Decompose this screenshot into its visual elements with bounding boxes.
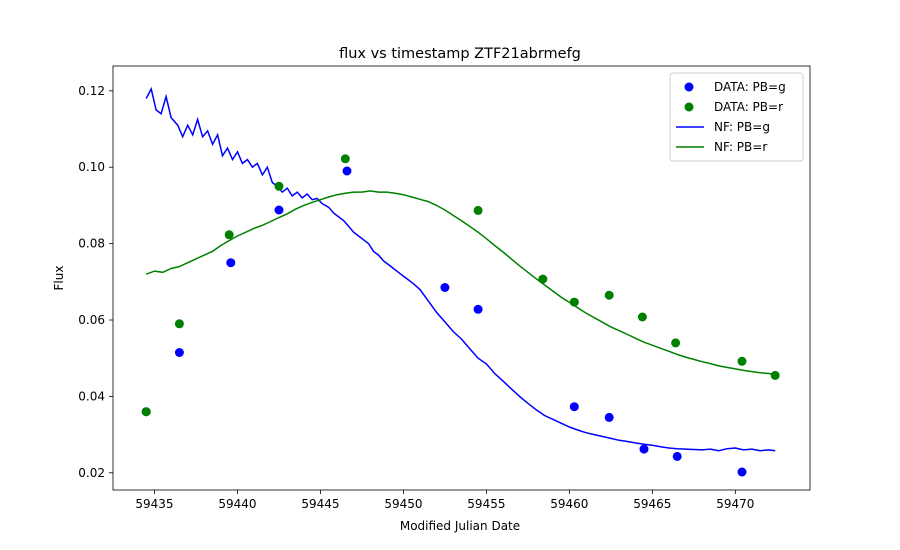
data-point-pb-r bbox=[340, 154, 350, 164]
plot-marks bbox=[141, 86, 780, 477]
data-point-pb-r bbox=[274, 181, 284, 191]
x-tick-label: 59455 bbox=[467, 497, 505, 511]
data-point-pb-r bbox=[737, 356, 747, 366]
data-point-pb-g bbox=[672, 451, 682, 461]
legend-entry-nf-pb-r: NF: PB=r bbox=[714, 140, 767, 154]
x-tick-label: 59465 bbox=[633, 497, 671, 511]
data-point-pb-g bbox=[274, 205, 284, 215]
legend-marker bbox=[684, 102, 694, 112]
data-point-pb-g bbox=[342, 166, 352, 176]
legend: DATA: PB=g DATA: PB=r NF: PB=g NF: PB=r bbox=[669, 72, 804, 162]
data-point-pb-r bbox=[224, 230, 234, 240]
data-point-pb-g bbox=[569, 402, 579, 412]
data-point-pb-g bbox=[226, 258, 236, 268]
chart-title: flux vs timestamp ZTF21abrmefg bbox=[339, 46, 581, 62]
x-tick-label: 59460 bbox=[550, 497, 588, 511]
y-tick-label: 0.06 bbox=[78, 313, 105, 327]
x-axis-label: Modified Julian Date bbox=[400, 519, 520, 533]
data-point-pb-r bbox=[770, 370, 780, 380]
data-point-pb-g bbox=[440, 283, 450, 292]
legend-entry-data-pb-g: DATA: PB=g bbox=[714, 80, 786, 94]
x-tick-label: 59440 bbox=[218, 497, 256, 511]
data-point-pb-g bbox=[473, 304, 483, 314]
x-tick-label: 59450 bbox=[384, 497, 422, 511]
line-series-nf-pb-g bbox=[145, 86, 776, 452]
data-point-pb-g bbox=[639, 444, 649, 454]
data-point-pb-r bbox=[569, 297, 579, 307]
plot-frame bbox=[112, 65, 811, 491]
x-tick-label: 59435 bbox=[135, 497, 173, 511]
x-tick-label: 59470 bbox=[716, 497, 754, 511]
legend-entry-data-pb-r: DATA: PB=r bbox=[714, 100, 783, 114]
legend-entry-nf-pb-g: NF: PB=g bbox=[714, 120, 770, 134]
y-axis-label: Flux bbox=[52, 266, 66, 291]
y-tick-label: 0.04 bbox=[78, 389, 105, 403]
x-tick-label: 59445 bbox=[301, 497, 339, 511]
y-tick-label: 0.12 bbox=[78, 84, 105, 98]
y-tick-label: 0.10 bbox=[78, 160, 105, 174]
data-point-pb-r bbox=[637, 312, 647, 322]
legend-marker bbox=[684, 82, 694, 92]
data-point-pb-g bbox=[737, 467, 747, 477]
data-point-pb-r bbox=[174, 319, 184, 329]
y-tick-label: 0.02 bbox=[78, 466, 105, 480]
data-point-pb-r bbox=[538, 274, 548, 284]
legend-box bbox=[669, 72, 804, 162]
data-point-pb-r bbox=[141, 407, 151, 417]
line-series-nf-pb-r bbox=[145, 190, 776, 376]
data-point-pb-g bbox=[604, 412, 614, 422]
data-point-pb-g bbox=[174, 348, 184, 357]
axes: 59435 59440 59445 59450 59455 59460 59465 59470… bbox=[78, 65, 811, 511]
y-tick-label: 0.08 bbox=[78, 237, 105, 251]
data-point-pb-r bbox=[604, 290, 614, 300]
data-point-pb-r bbox=[671, 338, 681, 348]
data-point-pb-r bbox=[473, 205, 483, 215]
